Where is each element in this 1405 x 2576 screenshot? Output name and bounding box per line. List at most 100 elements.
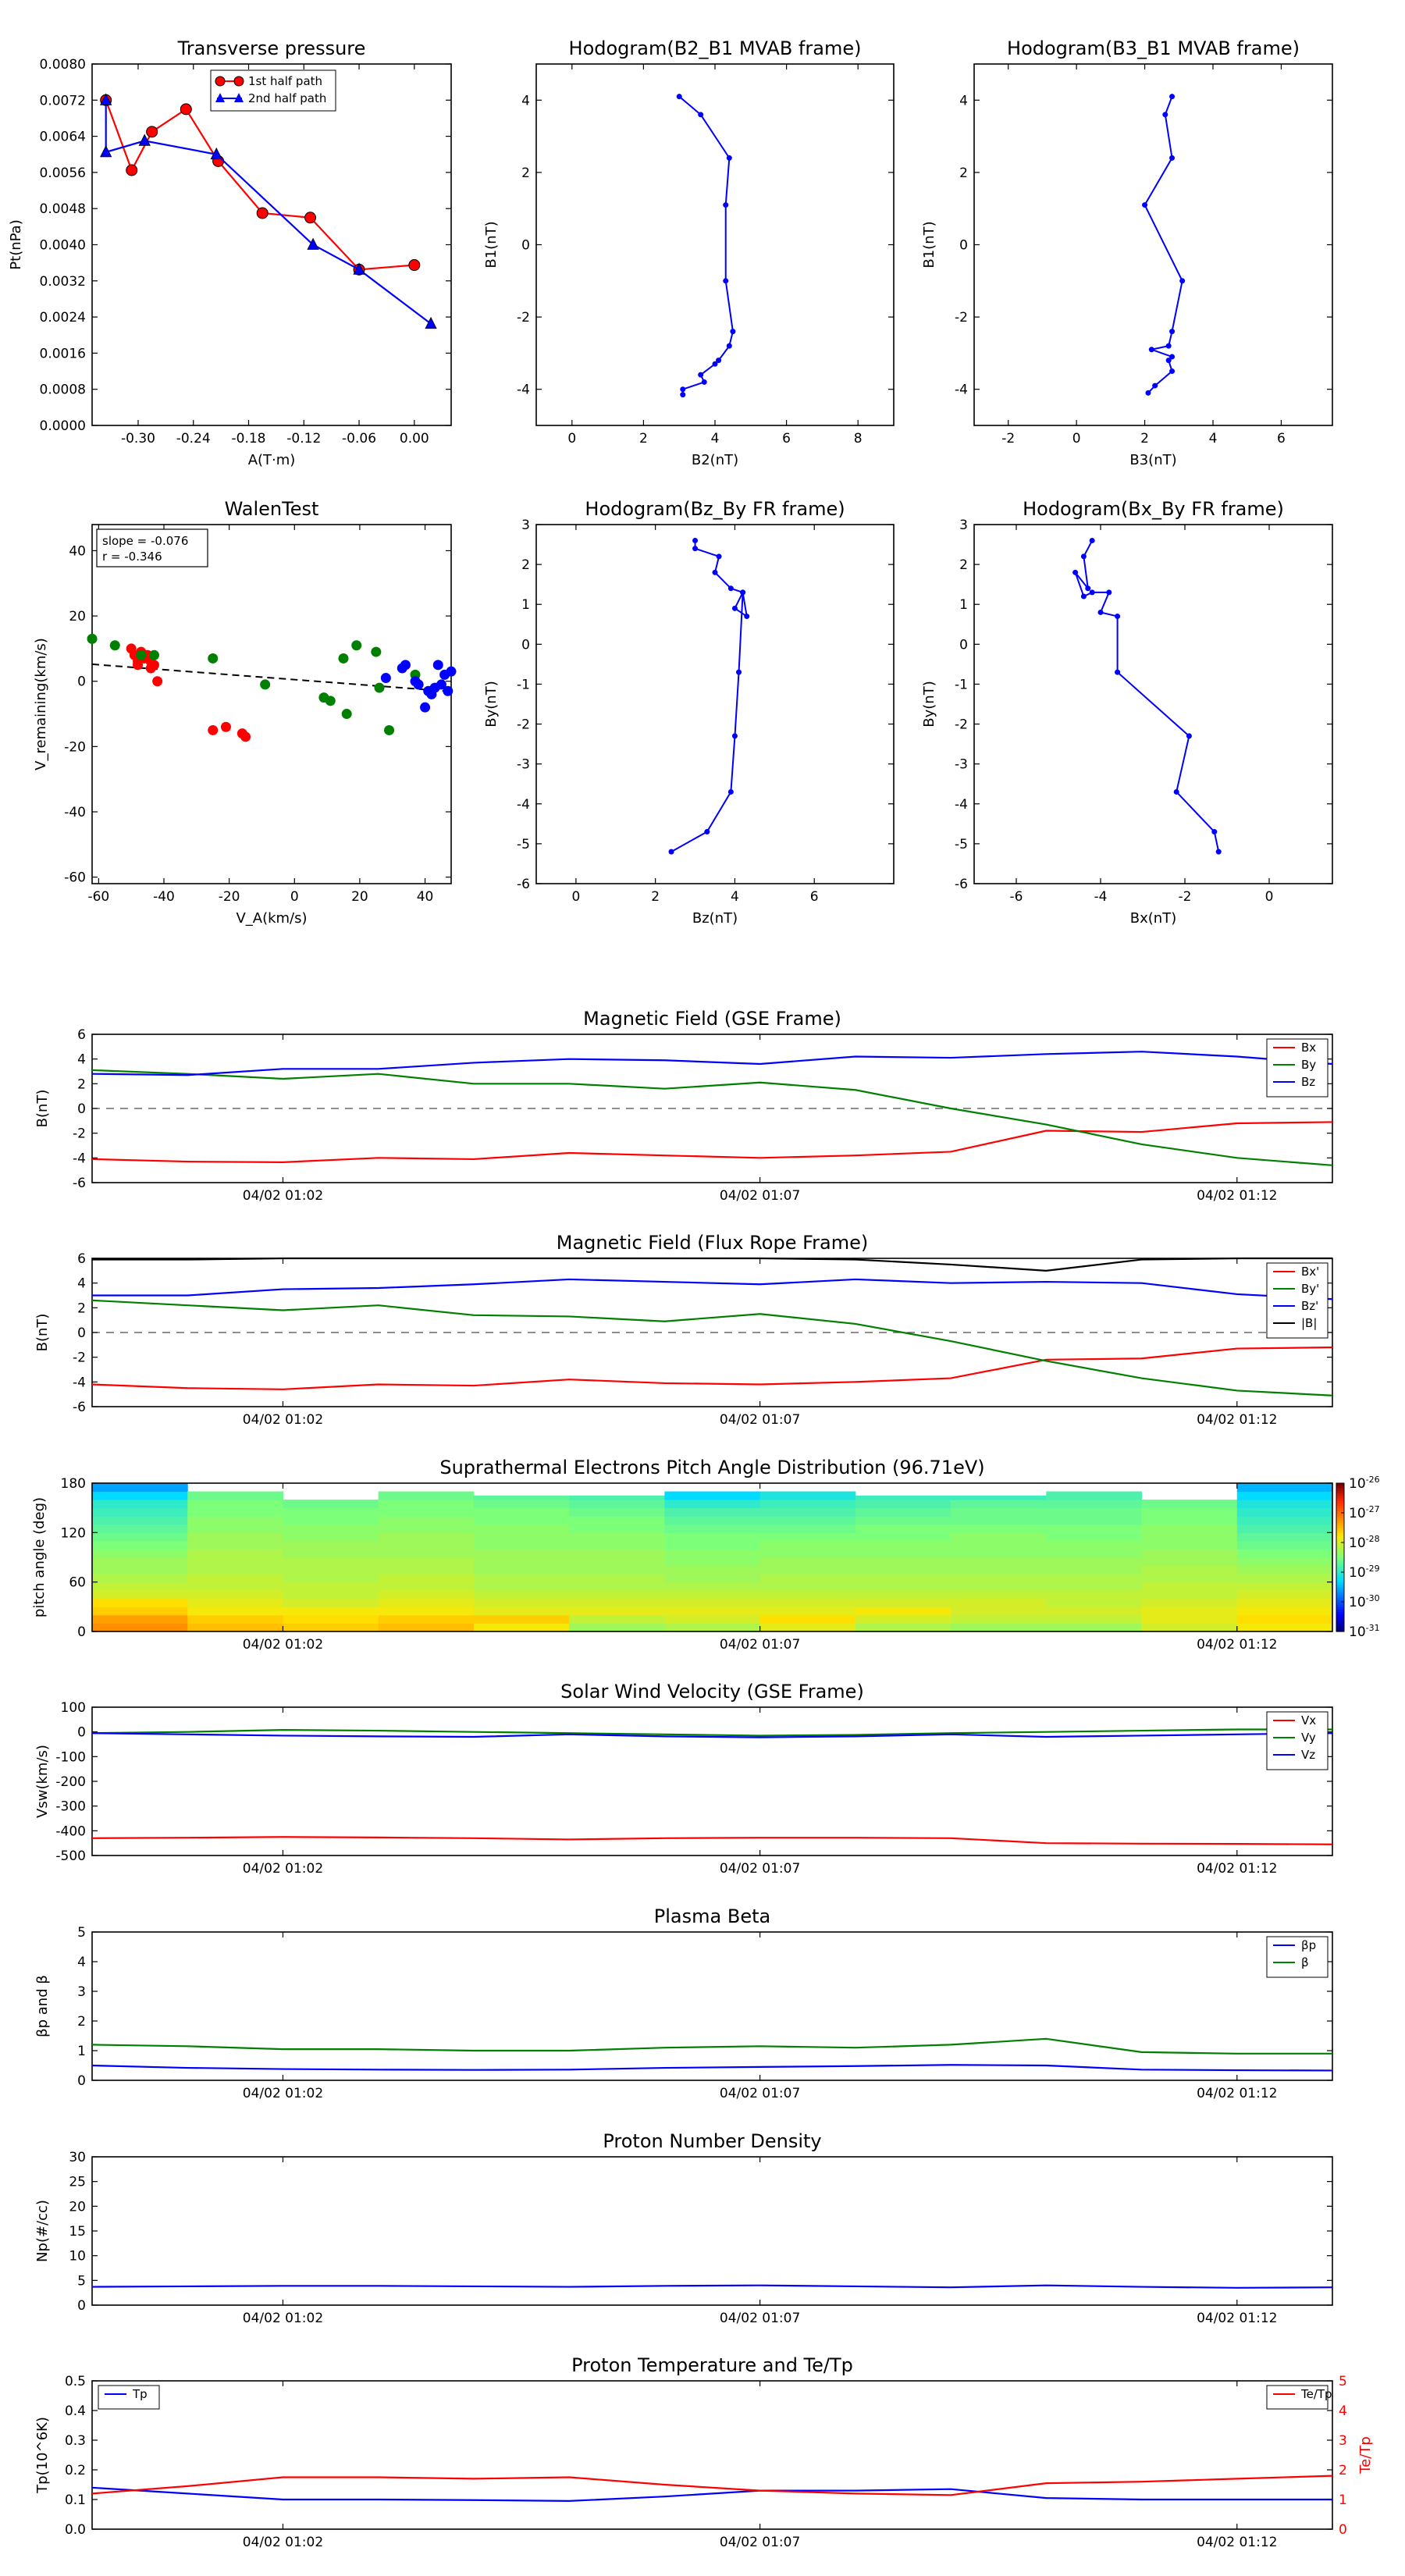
y2-tick-label: 0	[1339, 2522, 1347, 2538]
chart-title: Hodogram(Bz_By FR frame)	[585, 498, 845, 520]
x-tick-label: 04/02 01:07	[720, 1861, 800, 1877]
y-tick-label: 180	[61, 1476, 86, 1492]
heatmap-cell	[664, 1598, 761, 1607]
y-axis-label: B1(nT)	[483, 221, 500, 268]
heatmap-cell	[283, 1557, 379, 1567]
chart-title: Magnetic Field (GSE Frame)	[583, 1008, 841, 1030]
heatmap-cell	[473, 1614, 570, 1624]
heatmap-cell	[1236, 1532, 1333, 1542]
data-point	[208, 653, 219, 664]
chart-title: Hodogram(B2_B1 MVAB frame)	[569, 37, 862, 59]
plot-frame	[973, 524, 1333, 884]
legend-entry-label: |B|	[1301, 1316, 1317, 1330]
data-point	[712, 569, 718, 575]
y-tick-label: 6	[77, 1251, 86, 1267]
y-tick-label: 6	[77, 1027, 86, 1043]
data-point	[701, 379, 707, 385]
colorbar-segment	[1336, 1617, 1344, 1620]
y-tick-label: 3	[959, 518, 968, 533]
heatmap-cell	[1046, 1590, 1143, 1599]
heatmap-cell	[473, 1598, 570, 1607]
heatmap-cell	[759, 1540, 856, 1550]
legend-entry-label: By'	[1301, 1282, 1319, 1296]
y-tick-label: -2	[955, 310, 968, 326]
heatmap-cell	[855, 1500, 951, 1509]
data-point	[726, 343, 732, 349]
colorbar-segment	[1336, 1614, 1344, 1617]
heatmap-cell	[759, 1614, 856, 1624]
heatmap-cell	[1236, 1623, 1333, 1632]
legend-entry-label: βp	[1301, 1938, 1316, 1952]
heatmap-cell	[187, 1582, 283, 1591]
colorbar-tick-label: 10-31	[1349, 1623, 1380, 1640]
heatmap-cell	[1141, 1524, 1238, 1533]
annotation-text: slope = -0.076	[102, 534, 188, 548]
heatmap-cell	[1236, 1606, 1333, 1616]
heatmap-cell	[664, 1500, 761, 1509]
series-line	[91, 1299, 1333, 1397]
heatmap-cell	[378, 1549, 475, 1558]
legend-entry-label: By	[1301, 1058, 1316, 1072]
y-tick-label: 60	[69, 1575, 86, 1591]
data-point	[731, 605, 738, 611]
heatmap-cell	[664, 1614, 761, 1624]
y-tick-label: 4	[77, 1052, 86, 1068]
series-line	[92, 1257, 1332, 1272]
heatmap-cell	[951, 1500, 1047, 1509]
data-point	[338, 653, 349, 664]
legend-entry-label: Bx'	[1301, 1265, 1319, 1279]
y-tick-label: -4	[73, 1151, 86, 1166]
data-point	[436, 679, 446, 690]
colorbar-segment	[1336, 1530, 1344, 1533]
colorbar-segment	[1336, 1604, 1344, 1607]
heatmap-cell	[187, 1516, 283, 1525]
heatmap-cell	[283, 1598, 379, 1607]
data-point	[723, 202, 729, 208]
heatmap-cell	[569, 1532, 665, 1542]
heatmap-cell	[473, 1565, 570, 1574]
colorbar-segment	[1336, 1626, 1344, 1630]
x-tick-label: 4	[711, 431, 720, 447]
heatmap-cell	[569, 1540, 665, 1550]
y2-tick-label: 1	[1339, 2492, 1347, 2508]
heatmap-cell	[855, 1582, 951, 1591]
heatmap-cell	[569, 1590, 665, 1599]
heatmap-cell	[1141, 1598, 1238, 1607]
series-line	[1074, 539, 1220, 852]
heatmap-cell	[759, 1582, 856, 1591]
data-point	[1072, 569, 1079, 575]
data-point	[1080, 553, 1087, 560]
heatmap-cell	[569, 1623, 665, 1632]
series-line	[105, 99, 414, 271]
plot-frame	[535, 524, 895, 884]
heatmap-cell	[187, 1557, 283, 1567]
heatmap-cell	[951, 1549, 1047, 1558]
heatmap-cell	[1046, 1524, 1143, 1533]
x-tick-label: 04/02 01:02	[243, 1188, 323, 1204]
heatmap-cell	[283, 1549, 379, 1558]
heatmap-cell	[1236, 1491, 1333, 1500]
y-tick-label: -6	[955, 877, 968, 892]
heatmap-cell	[283, 1614, 379, 1624]
heatmap-cell	[569, 1557, 665, 1567]
data-point	[1169, 155, 1176, 161]
data-point	[384, 724, 395, 735]
data-point	[138, 133, 151, 146]
y-tick-label: 1	[521, 597, 530, 613]
data-point	[87, 633, 98, 644]
y-tick-label: 4	[521, 93, 530, 109]
heatmap-cell	[855, 1495, 951, 1500]
heatmap-cell	[855, 1516, 951, 1525]
heatmap-cell	[283, 1565, 379, 1574]
heatmap-cell	[1141, 1623, 1238, 1632]
colorbar-segment	[1336, 1584, 1344, 1588]
y-axis-label: By(nT)	[921, 681, 937, 727]
colorbar-segment	[1336, 1602, 1344, 1605]
legend-entry-label: Bx	[1301, 1041, 1316, 1055]
x-axis-label: A(T·m)	[248, 452, 296, 468]
heatmap-cell	[759, 1491, 856, 1500]
data-point	[351, 640, 362, 651]
data-point	[676, 94, 682, 100]
x-tick-label: 0	[567, 431, 576, 447]
